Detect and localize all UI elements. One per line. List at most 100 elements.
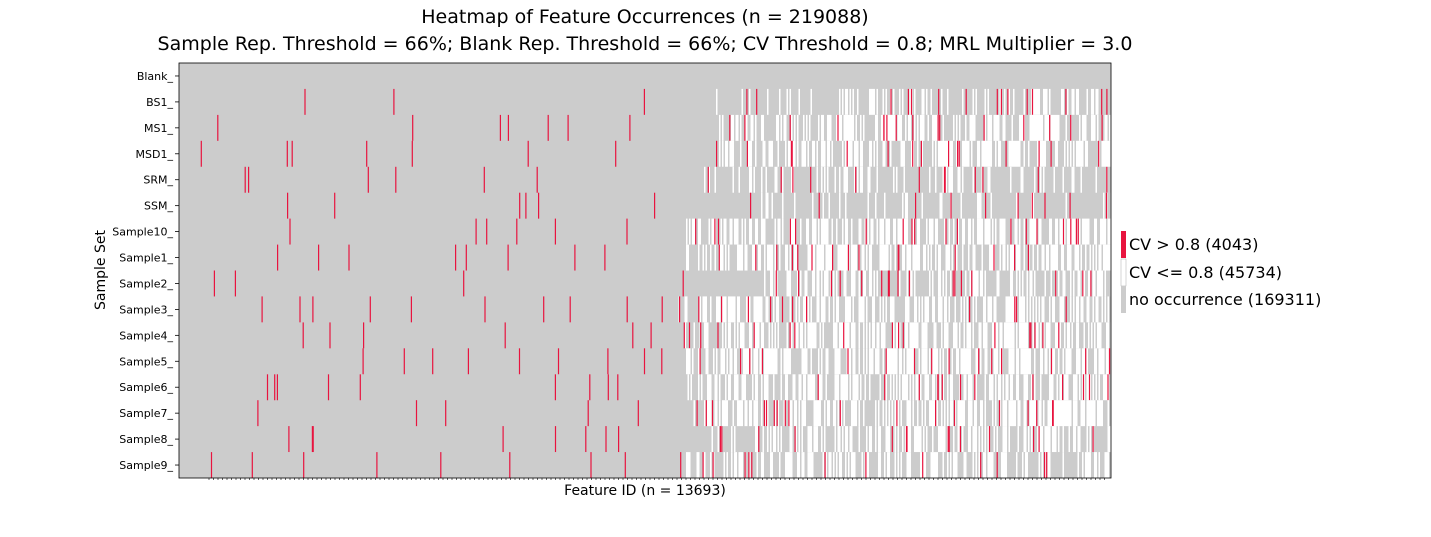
heatmap-cell-cv-high <box>791 244 793 271</box>
heatmap-cell <box>815 218 817 245</box>
heatmap-cell <box>710 244 712 271</box>
heatmap-cell-cv-high <box>1005 140 1007 167</box>
heatmap-cell <box>788 452 790 479</box>
heatmap-cell <box>887 426 889 453</box>
heatmap-cell <box>920 426 922 453</box>
heatmap-cell <box>789 244 791 271</box>
heatmap-cell <box>909 426 911 453</box>
heatmap-cell <box>749 140 751 167</box>
heatmap-cell <box>861 244 863 271</box>
heatmap-cell <box>1026 348 1028 375</box>
heatmap-cell <box>845 426 847 453</box>
heatmap-cell <box>687 452 689 479</box>
heatmap-cell <box>1023 244 1025 271</box>
heatmap-cell <box>734 452 736 479</box>
y-tick-label: Sample1_ <box>119 252 173 265</box>
heatmap-cell <box>777 400 779 427</box>
heatmap-cell <box>995 114 997 141</box>
heatmap-cell <box>923 114 925 141</box>
heatmap-cell-cv-high <box>274 374 276 401</box>
heatmap-cell <box>852 270 854 297</box>
heatmap-cell <box>761 218 763 245</box>
heatmap-cell <box>725 244 727 271</box>
heatmap-cell-cv-high <box>729 114 731 141</box>
heatmap-cell <box>995 374 997 401</box>
y-tick-label: MS1_ <box>144 122 173 135</box>
heatmap-cell <box>1040 348 1042 375</box>
heatmap-cell <box>1034 348 1036 375</box>
heatmap-cell <box>1043 400 1045 427</box>
heatmap-cell <box>975 452 977 479</box>
heatmap-cell <box>905 192 907 219</box>
heatmap-cell <box>959 426 961 453</box>
heatmap-cell-cv-high <box>629 114 631 141</box>
heatmap-cell <box>1005 400 1007 427</box>
heatmap-cell-cv-high <box>1077 218 1079 245</box>
heatmap-cell <box>767 348 769 375</box>
heatmap-cell-cv-high <box>465 244 467 271</box>
heatmap-cell-cv-high <box>527 140 529 167</box>
heatmap-cell <box>1016 270 1018 297</box>
heatmap-cell <box>851 322 853 349</box>
heatmap-cell <box>968 400 970 427</box>
heatmap-cell <box>915 322 917 349</box>
heatmap-cell <box>942 166 944 193</box>
heatmap-cell <box>939 140 941 167</box>
heatmap-cell <box>935 452 937 479</box>
heatmap-cell <box>891 114 893 141</box>
heatmap-cell <box>845 192 847 219</box>
heatmap-cell <box>1035 218 1037 245</box>
heatmap-cell <box>1008 400 1010 427</box>
heatmap-cell <box>812 140 814 167</box>
heatmap-cell <box>966 348 968 375</box>
heatmap-cell <box>938 426 940 453</box>
heatmap-cell-cv-high <box>756 88 758 115</box>
heatmap-cell <box>884 192 886 219</box>
heatmap-cell <box>953 218 955 245</box>
heatmap-cell <box>750 114 752 141</box>
heatmap-cell <box>804 270 806 297</box>
heatmap-cell <box>743 348 745 375</box>
heatmap-cell <box>858 218 860 245</box>
heatmap-cell <box>735 348 737 375</box>
heatmap-cell <box>912 348 914 375</box>
heatmap-cell <box>908 348 910 375</box>
heatmap-cell <box>945 322 947 349</box>
heatmap-cell <box>849 426 851 453</box>
heatmap-cell <box>750 348 752 375</box>
heatmap-cell <box>707 400 709 427</box>
heatmap-cell <box>710 400 712 427</box>
heatmap-cell <box>912 218 914 245</box>
heatmap-cell-cv-high <box>705 400 707 427</box>
heatmap-cell <box>1077 348 1079 375</box>
heatmap-cell <box>1064 400 1066 427</box>
heatmap-cell <box>876 270 878 297</box>
heatmap-cell <box>750 400 752 427</box>
heatmap-cell <box>813 244 815 271</box>
heatmap-cell <box>756 426 758 453</box>
heatmap-cell-cv-high <box>883 114 885 141</box>
heatmap-cell <box>1098 322 1100 349</box>
heatmap-cell <box>734 296 736 323</box>
heatmap-cell <box>837 374 839 401</box>
heatmap-cell <box>987 140 989 167</box>
heatmap-cell-cv-high <box>717 218 720 245</box>
heatmap-cell <box>1080 140 1082 167</box>
heatmap-cell <box>969 374 971 401</box>
heatmap-cell <box>713 348 715 375</box>
heatmap-cell <box>962 140 964 167</box>
heatmap-cell <box>749 400 751 427</box>
heatmap-cell-cv-high <box>1062 218 1065 245</box>
heatmap-cell <box>941 426 943 453</box>
heatmap-cell <box>1050 400 1052 427</box>
heatmap-cell-cv-high <box>839 270 841 297</box>
heatmap-cell <box>881 114 883 141</box>
heatmap-cell <box>917 114 919 141</box>
heatmap-cell <box>902 140 904 167</box>
heatmap-cell-cv-high <box>996 452 998 479</box>
heatmap-cell <box>810 88 812 115</box>
heatmap-cell <box>1047 114 1049 141</box>
heatmap-cell-cv-high <box>1017 192 1019 219</box>
heatmap-cell <box>780 114 782 141</box>
heatmap-cell <box>1029 218 1031 245</box>
